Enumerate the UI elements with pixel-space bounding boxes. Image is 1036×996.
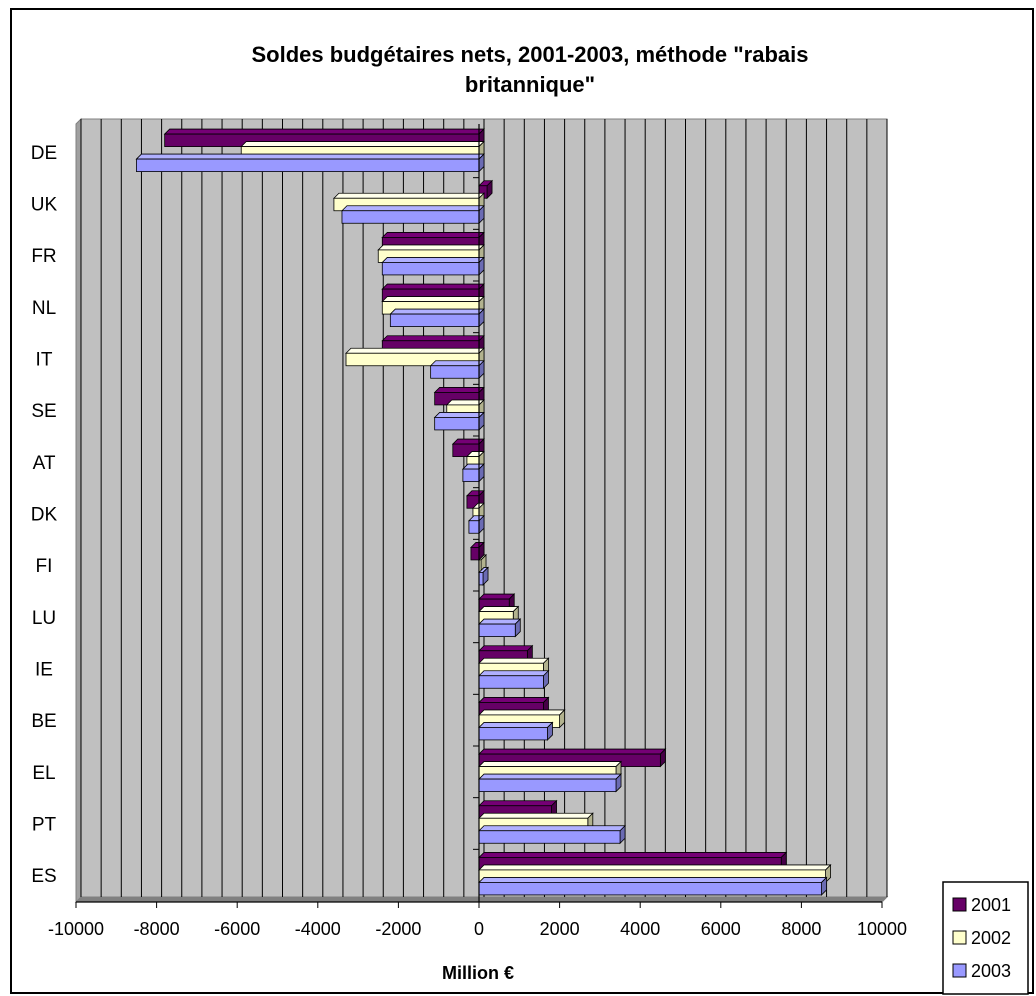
bar-top-face (433, 412, 485, 418)
y-category-label: UK (31, 195, 58, 216)
y-category-label: SE (31, 401, 56, 422)
y-category-label: LU (32, 608, 56, 629)
y-category-label: DE (31, 143, 57, 164)
x-tick-label: 6000 (701, 919, 741, 939)
bar-top-face (478, 748, 667, 755)
bar-top-face (478, 812, 594, 819)
bar-top-face (478, 606, 520, 612)
bar-be-2003 (478, 727, 548, 741)
bars-group (135, 128, 832, 896)
bar-top-face (478, 618, 522, 625)
bar-top-face (478, 593, 516, 600)
bar-ie-2003 (478, 675, 544, 689)
x-tick-label: -10000 (48, 919, 104, 939)
bar-top-face (240, 141, 485, 147)
x-axis-label: Million € (442, 963, 514, 983)
bar-top-face (345, 347, 485, 354)
y-category-label: IT (36, 350, 53, 371)
y-category-label: FI (36, 556, 53, 577)
bar-fi-2003 (478, 572, 484, 586)
plot-floor (74, 896, 889, 903)
bar-de-2003 (136, 158, 480, 172)
legend-label-2002: 2002 (971, 928, 1011, 948)
bar-se-2003 (434, 417, 480, 431)
x-tick-label: 8000 (781, 919, 821, 939)
bar-top-face (478, 722, 554, 728)
bar-top-face (377, 244, 485, 251)
bar-top-face (381, 296, 485, 302)
bar-top-face (478, 645, 534, 652)
bar-top-face (478, 800, 558, 807)
y-category-label: AT (33, 453, 56, 474)
x-tick-label: 0 (474, 919, 484, 939)
bar-top-face (478, 852, 788, 858)
y-category-label: BE (31, 711, 56, 732)
bar-top-face (478, 825, 627, 832)
bar-fr-2003 (381, 262, 480, 276)
y-category-label: PT (32, 815, 57, 836)
legend-label-2003: 2003 (971, 961, 1011, 981)
x-tick-label: -2000 (375, 919, 421, 939)
legend-swatch-2003 (952, 963, 967, 978)
bar-top-face (433, 387, 485, 393)
bar-es-2003 (478, 882, 822, 896)
x-tick-label: -6000 (214, 919, 260, 939)
bar-top-face (478, 761, 622, 767)
bar-top-face (381, 257, 485, 263)
bar-top-face (478, 709, 566, 716)
bar-fi-2001 (470, 547, 480, 561)
plot-side-wall (75, 117, 82, 904)
legend: 2001 2002 2003 (942, 881, 1029, 995)
chart-title-line-1: Soldes budgétaires nets, 2001-2003, méth… (252, 42, 809, 67)
bar-dk-2003 (468, 520, 480, 534)
y-category-label: FR (31, 246, 56, 267)
bar-top-face (389, 308, 485, 315)
bar-top-face (429, 360, 485, 367)
legend-swatch-2001 (952, 897, 967, 912)
bar-top-face (478, 670, 550, 677)
legend-label-2001: 2001 (971, 895, 1011, 915)
bar-top-face (135, 153, 485, 160)
bar-top-face (478, 877, 828, 883)
bar-top-face (478, 864, 832, 871)
bar-pt-2003 (478, 830, 621, 844)
bar-el-2003 (478, 778, 617, 792)
bar-lu-2003 (478, 623, 516, 637)
bar-top-face (381, 335, 485, 342)
x-tick-label: -4000 (295, 919, 341, 939)
x-tick-label: -8000 (134, 919, 180, 939)
bar-top-face (478, 773, 622, 780)
y-category-label: EL (32, 763, 55, 784)
x-tick-label: 2000 (540, 919, 580, 939)
bar-top-face (478, 697, 550, 703)
bar-top-face (381, 283, 485, 290)
legend-swatch-2002 (952, 930, 967, 945)
bar-top-face (478, 657, 550, 664)
bar-nl-2003 (389, 313, 480, 327)
bar-at-2003 (462, 468, 480, 482)
y-category-label: NL (32, 298, 56, 319)
bar-top-face (381, 232, 485, 238)
y-category-label: ES (31, 866, 56, 887)
y-category-label: IE (35, 660, 53, 681)
x-tick-label: 4000 (620, 919, 660, 939)
bar-top-face (163, 128, 485, 135)
chart-title-line-2: britannique" (465, 72, 595, 97)
bar-top-face (341, 205, 485, 212)
bar-top-face (332, 192, 485, 199)
bar-uk-2003 (341, 210, 480, 224)
bar-it-2003 (430, 365, 480, 379)
x-tick-label: 10000 (857, 919, 907, 939)
axes-group: -10000 -8000 -6000 -4000 -2000 0 2000 4000 6000 8… (31, 124, 907, 939)
y-category-label: DK (31, 505, 58, 526)
